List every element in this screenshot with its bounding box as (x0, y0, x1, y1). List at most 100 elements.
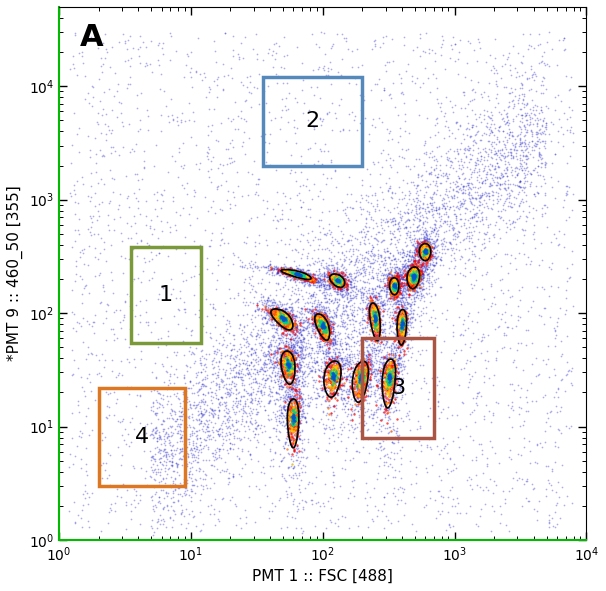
Point (275, 356, 284, 365)
Point (130, 484, 139, 493)
Point (150, 475, 160, 485)
Point (396, 314, 405, 323)
Point (288, 327, 298, 337)
Point (306, 313, 316, 322)
Point (456, 157, 466, 166)
Point (330, 275, 340, 284)
Point (289, 360, 299, 369)
Point (461, 233, 470, 243)
Point (311, 316, 321, 326)
Point (280, 420, 290, 430)
Point (330, 363, 340, 372)
Point (228, 472, 238, 481)
Point (408, 265, 418, 274)
Point (288, 271, 298, 281)
Point (148, 504, 158, 514)
Point (356, 374, 365, 383)
Point (368, 317, 378, 326)
Point (331, 282, 341, 292)
Point (192, 434, 202, 444)
Y-axis label: *PMT 9 :: 460_50 [355]: *PMT 9 :: 460_50 [355] (7, 186, 23, 361)
Point (367, 307, 377, 317)
Point (506, 145, 516, 154)
Point (380, 368, 390, 378)
Point (467, 237, 477, 246)
Point (372, 427, 382, 437)
Point (319, 335, 328, 344)
Point (316, 322, 326, 331)
Point (222, 445, 231, 454)
Point (514, 202, 524, 211)
Point (347, 422, 356, 431)
Point (286, 359, 296, 369)
Point (373, 365, 383, 375)
Point (335, 275, 344, 284)
Point (331, 274, 341, 283)
Point (328, 274, 338, 284)
Point (418, 243, 428, 253)
Point (320, 332, 330, 342)
Point (504, 160, 514, 169)
Point (259, 325, 269, 335)
Point (409, 272, 419, 282)
Point (180, 450, 190, 459)
Point (405, 299, 415, 309)
Point (284, 355, 294, 365)
Point (272, 314, 282, 324)
Point (388, 284, 398, 293)
Point (396, 289, 405, 298)
Point (324, 369, 333, 379)
Point (295, 403, 305, 413)
Point (178, 436, 187, 446)
Point (327, 371, 337, 380)
Point (445, 454, 454, 464)
Point (86, 349, 96, 358)
Point (298, 268, 308, 277)
Point (335, 368, 345, 378)
Point (399, 271, 408, 281)
Point (381, 403, 390, 413)
Point (333, 370, 343, 379)
Point (391, 279, 401, 288)
Point (298, 350, 308, 359)
Point (287, 372, 297, 381)
Point (467, 193, 476, 202)
Point (285, 267, 295, 277)
Point (149, 385, 159, 395)
Point (450, 229, 459, 238)
Point (385, 373, 395, 382)
Point (385, 453, 395, 463)
Point (323, 365, 333, 375)
Point (315, 320, 325, 330)
Point (474, 148, 484, 158)
Point (283, 320, 293, 329)
Point (359, 417, 368, 426)
Point (408, 271, 418, 281)
Point (299, 273, 308, 282)
Point (389, 213, 399, 223)
Point (391, 288, 401, 297)
Point (296, 271, 305, 281)
Point (387, 375, 397, 384)
Point (388, 280, 398, 290)
Point (276, 318, 286, 327)
Point (150, 424, 160, 433)
Point (282, 309, 292, 319)
Point (422, 248, 431, 257)
Point (250, 348, 259, 357)
Point (318, 329, 328, 339)
Point (310, 366, 320, 376)
Point (284, 363, 294, 373)
Point (442, 269, 452, 278)
Point (321, 320, 330, 329)
Point (395, 314, 404, 323)
Point (332, 382, 342, 392)
Point (309, 310, 319, 319)
Point (330, 318, 340, 327)
Point (416, 238, 425, 247)
Point (71, 269, 81, 279)
Point (149, 454, 159, 464)
Point (252, 83, 262, 93)
Point (395, 316, 404, 325)
Point (276, 299, 285, 309)
